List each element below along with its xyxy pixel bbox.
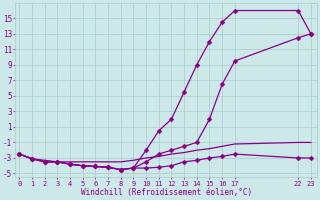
X-axis label: Windchill (Refroidissement éolien,°C): Windchill (Refroidissement éolien,°C): [81, 188, 252, 197]
